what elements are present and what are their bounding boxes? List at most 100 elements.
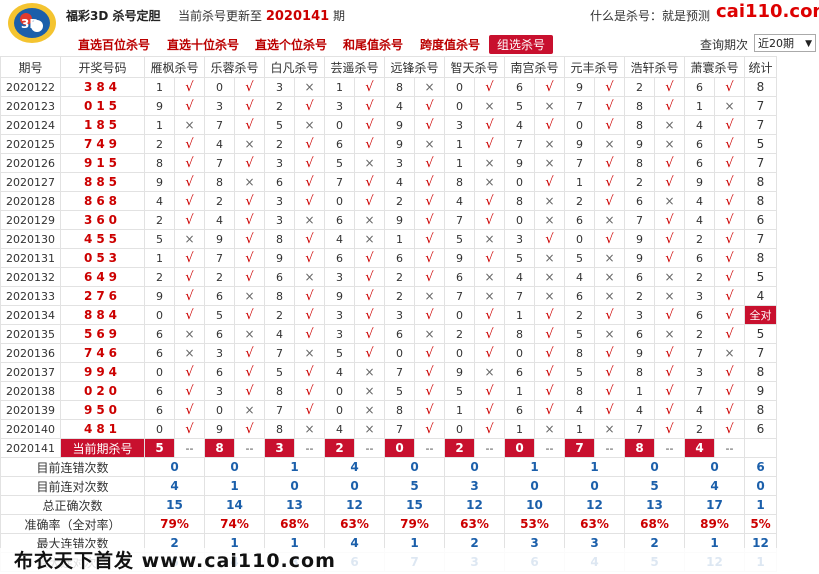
check-mark-icon: √	[294, 191, 325, 211]
cross-mark-icon: ×	[174, 324, 205, 344]
kill-number-cell: 2	[624, 286, 655, 306]
check-mark-icon: √	[474, 343, 505, 363]
summary-row: 总正确次数 15 14 13 12 15 12 10 12 13 17 1	[0, 495, 777, 515]
check-mark-icon: √	[174, 172, 205, 192]
kill-number-cell: 5	[564, 248, 595, 268]
kill-number-cell: 8	[564, 381, 595, 401]
kill-number-cell: 4	[684, 400, 715, 420]
check-mark-icon: √	[474, 134, 505, 154]
kill-number-cell: 6	[324, 210, 355, 230]
nav-sum-tail-kill[interactable]: 和尾值杀号	[343, 38, 404, 52]
check-mark-icon: √	[654, 400, 685, 420]
summary-value: 0	[444, 457, 505, 477]
check-mark-icon: √	[654, 305, 685, 325]
summary-value: 12	[324, 495, 385, 515]
site-logo-text[interactable]: cai110.com	[716, 1, 819, 22]
help-link[interactable]: 什么是杀号：就是预测	[590, 9, 711, 23]
kill-number-cell: 6	[264, 172, 295, 192]
period-select[interactable]: 近20期 ▼	[754, 34, 816, 52]
period-cell: 2020123	[0, 96, 61, 116]
cross-mark-icon: ×	[594, 267, 625, 287]
cross-mark-icon: ×	[294, 343, 325, 363]
kill-number-cell: 2	[624, 172, 655, 192]
summary-value: 63%	[324, 514, 385, 534]
kill-number-cell: 0	[384, 343, 415, 363]
stat-cell: 8	[744, 248, 777, 268]
kill-number-cell: 7	[684, 343, 715, 363]
kill-number-cell: 5	[324, 153, 355, 173]
kill-number-cell: 1	[684, 96, 715, 116]
nav-span-kill[interactable]: 跨度值杀号	[420, 38, 481, 52]
check-mark-icon: √	[534, 381, 565, 401]
kill-number-cell: 1	[444, 134, 475, 154]
kill-number-cell: 0	[204, 400, 235, 420]
cross-mark-icon: ×	[594, 248, 625, 268]
kill-number-cell: 9	[204, 229, 235, 249]
check-mark-icon: √	[714, 381, 745, 401]
nav-units-kill[interactable]: 直选个位杀号	[255, 38, 328, 52]
check-mark-icon: √	[534, 172, 565, 192]
check-mark-icon: √	[414, 229, 445, 249]
draw-number-cell: 649	[60, 267, 145, 287]
kill-number-cell: 3	[204, 96, 235, 116]
cross-mark-icon: ×	[654, 324, 685, 344]
check-mark-icon: √	[294, 400, 325, 420]
kill-number-cell: 3	[504, 229, 535, 249]
current-kill-number: 2	[444, 438, 475, 458]
kill-number-cell: 1	[444, 400, 475, 420]
kill-number-cell: 4	[204, 210, 235, 230]
kill-number-cell: 3	[264, 153, 295, 173]
kill-number-cell: 2	[684, 324, 715, 344]
check-mark-icon: √	[414, 191, 445, 211]
kill-number-cell: 3	[324, 96, 355, 116]
kill-number-cell: 4	[684, 191, 715, 211]
check-mark-icon: √	[294, 153, 325, 173]
table-row: 2020136 746 6 × 3 √ 7 × 5 √ 0 √ 0 √ 0 √ 8 √ 9 √ 7 × 7	[0, 343, 777, 363]
summary-value: 79%	[384, 514, 445, 534]
pending-dash: --	[654, 438, 685, 458]
column-header: 乐蓉杀号	[204, 56, 265, 78]
kill-number-cell: 3	[444, 115, 475, 135]
kill-number-cell: 6	[684, 77, 715, 97]
kill-number-cell: 5	[384, 381, 415, 401]
period-cell: 2020126	[0, 153, 61, 173]
kill-number-cell: 6	[564, 210, 595, 230]
kill-number-cell: 1	[504, 381, 535, 401]
check-mark-icon: √	[474, 115, 505, 135]
draw-number-cell: 360	[60, 210, 145, 230]
summary-value: 4	[144, 476, 205, 496]
table-row: 2020130 455 5 × 9 √ 8 √ 4 × 1 √ 5 × 3 √ 0 √ 9 √ 2 √ 7	[0, 229, 777, 249]
draw-number-cell: 015	[60, 96, 145, 116]
kill-number-cell: 0	[444, 305, 475, 325]
period-cell: 2020130	[0, 229, 61, 249]
check-mark-icon: √	[594, 400, 625, 420]
kill-number-cell: 7	[504, 134, 535, 154]
kill-number-cell: 9	[144, 172, 175, 192]
period-cell: 2020133	[0, 286, 61, 306]
draw-number-cell: 020	[60, 381, 145, 401]
app-title: 福彩3D 杀号定胆	[66, 9, 161, 23]
nav-tens-kill[interactable]: 直选十位杀号	[167, 38, 240, 52]
check-mark-icon: √	[714, 229, 745, 249]
kill-number-cell: 9	[264, 248, 295, 268]
kill-number-cell: 6	[384, 324, 415, 344]
check-mark-icon: √	[294, 324, 325, 344]
kill-number-cell: 1	[144, 115, 175, 135]
kill-number-cell: 0	[144, 305, 175, 325]
nav-group-kill-tab[interactable]: 组选杀号	[489, 35, 554, 54]
check-mark-icon: √	[174, 191, 205, 211]
nav-hundreds-kill[interactable]: 直选百位杀号	[78, 38, 151, 52]
stat-cell: 8	[744, 172, 777, 192]
update-prefix: 当前杀号更新至	[178, 9, 263, 23]
cross-mark-icon: ×	[534, 96, 565, 116]
stat-cell: 7	[744, 153, 777, 173]
kill-number-cell: 2	[264, 96, 295, 116]
check-mark-icon: √	[174, 248, 205, 268]
summary-value: 89%	[684, 514, 745, 534]
check-mark-icon: √	[174, 400, 205, 420]
check-mark-icon: √	[654, 229, 685, 249]
kill-number-cell: 5	[264, 115, 295, 135]
current-period-row: 2020141 当前期杀号 5 -- 8 -- 3 -- 2 -- 0 -- 2 -- 0 -- 7 -- 8 -- 4…	[0, 438, 777, 458]
cross-mark-icon: ×	[594, 419, 625, 439]
kill-number-cell: 4	[624, 400, 655, 420]
